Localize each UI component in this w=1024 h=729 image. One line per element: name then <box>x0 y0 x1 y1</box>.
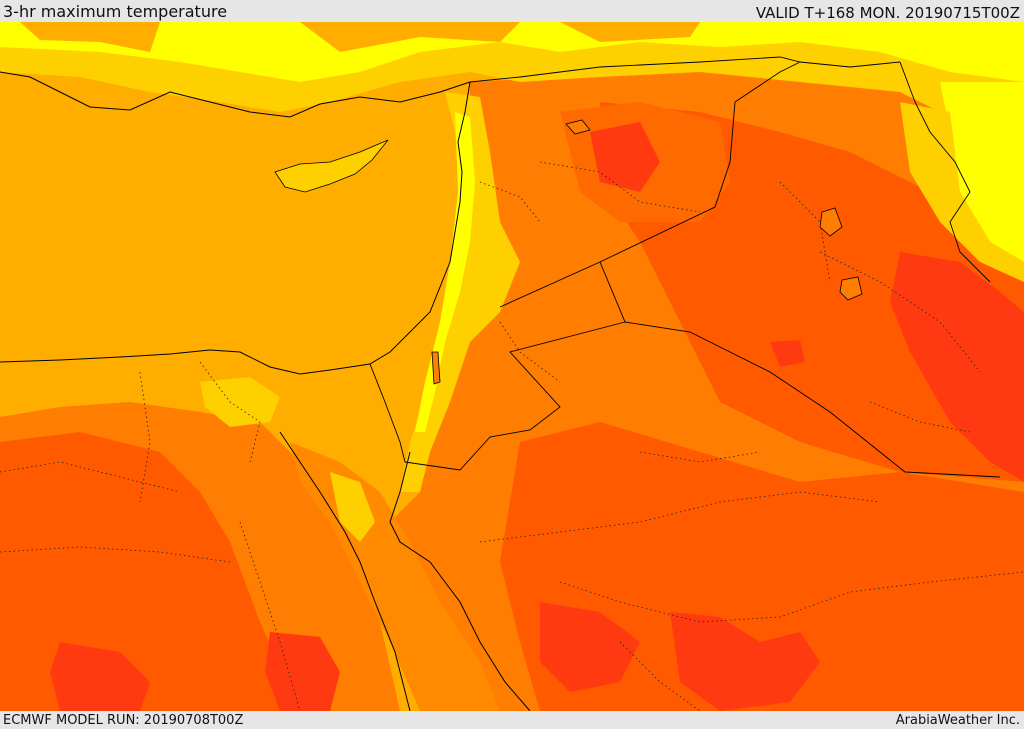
levant-mild-strip <box>415 112 475 432</box>
border-jordan-saudi <box>404 261 626 471</box>
extreme-zone-gulf <box>890 252 1024 482</box>
extreme-zone-sudan <box>50 642 150 711</box>
sinai-mild <box>330 472 375 542</box>
north-orange-patches <box>20 22 700 52</box>
east-mild-band <box>940 82 1024 262</box>
province-boundaries <box>0 161 1024 711</box>
map-title: 3-hr maximum temperature <box>3 2 228 21</box>
red-sea-east-coast <box>389 451 531 711</box>
levant-coastline <box>449 81 471 263</box>
map-canvas <box>0 22 1024 711</box>
extreme-spot-jordan <box>770 340 805 367</box>
brand-label: ArabiaWeather Inc. <box>895 713 1020 728</box>
turkey-coastline <box>0 71 471 118</box>
extreme-zone-sudan-east <box>265 632 340 711</box>
temperature-map <box>0 22 1024 711</box>
border-iraq-iran <box>899 61 991 283</box>
extreme-zone-najd <box>670 612 820 711</box>
east-warm-band <box>900 102 1024 282</box>
nile-delta-mild <box>200 377 280 427</box>
red-sea-west-coast <box>279 431 411 711</box>
hotter-zone-egypt <box>0 432 300 711</box>
lake-assad <box>565 119 591 135</box>
border-egypt-israel <box>369 363 406 463</box>
north-mild-band <box>0 22 1024 82</box>
border-turkey-syria <box>469 56 901 83</box>
model-run: ECMWF MODEL RUN: 20190708T00Z <box>3 713 244 728</box>
cyprus-island <box>274 139 389 193</box>
border-syria-iraq <box>499 61 801 308</box>
header-bar: 3-hr maximum temperature VALID T+168 MON… <box>0 0 1024 22</box>
footer-bar: ECMWF MODEL RUN: 20190708T00Z ArabiaWeat… <box>0 711 1024 729</box>
border-iraq-saudi <box>624 321 1001 478</box>
dead-sea <box>431 351 441 385</box>
lake-razazah <box>839 276 863 301</box>
valid-time: VALID T+168 MON. 20190715T00Z <box>755 4 1020 22</box>
lake-tharthar <box>819 207 843 237</box>
egypt-coastline <box>0 261 451 375</box>
extreme-zone-syria-desert <box>590 122 660 192</box>
extreme-zone-hejaz <box>540 602 640 692</box>
